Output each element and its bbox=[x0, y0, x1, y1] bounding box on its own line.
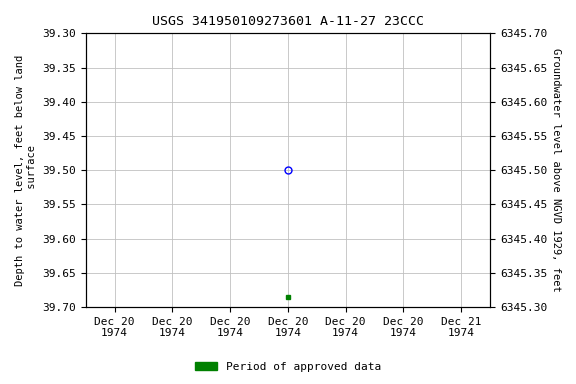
Legend: Period of approved data: Period of approved data bbox=[191, 358, 385, 377]
Title: USGS 341950109273601 A-11-27 23CCC: USGS 341950109273601 A-11-27 23CCC bbox=[152, 15, 424, 28]
Y-axis label: Depth to water level, feet below land
 surface: Depth to water level, feet below land su… bbox=[15, 55, 37, 286]
Y-axis label: Groundwater level above NGVD 1929, feet: Groundwater level above NGVD 1929, feet bbox=[551, 48, 561, 292]
